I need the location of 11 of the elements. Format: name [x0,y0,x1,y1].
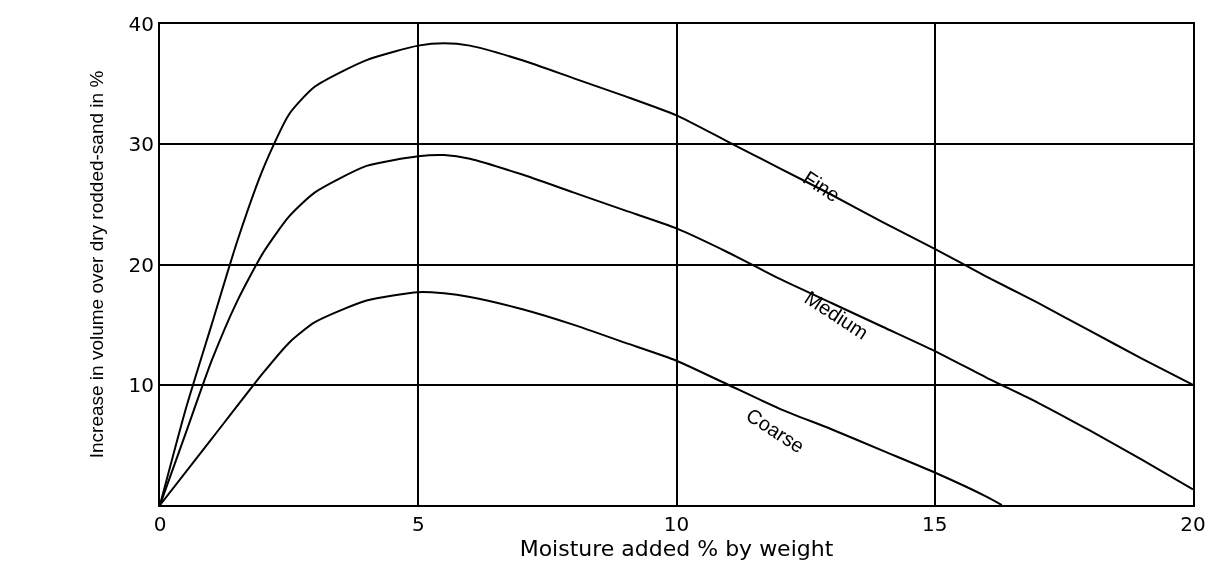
y-tick-label: 10 [128,372,154,397]
x-axis-title: Moisture added % by weight [519,536,834,561]
x-tick-label: 10 [663,512,690,536]
x-tick-label: 0 [153,512,167,536]
x-tick-label: 15 [922,512,948,536]
x-tick-label: 20 [1180,512,1206,536]
x-tick-label: 5 [411,512,425,536]
y-tick-label: 40 [128,12,154,36]
y-tick-label: 20 [128,252,154,277]
y-axis-title: Increase in volume over dry rodded-sand in % [85,70,107,459]
y-tick-label: 30 [128,132,154,157]
